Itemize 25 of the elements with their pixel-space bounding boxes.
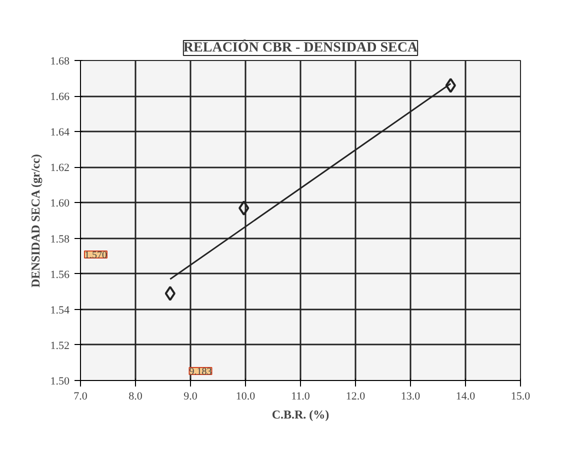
y-axis-title: DENSIDAD SECA (gr/cc) [28, 154, 42, 288]
y-tick-label: 1.64 [50, 126, 70, 139]
y-tick-label: 1.54 [50, 304, 70, 316]
y-tick-label: 1.60 [50, 198, 70, 210]
x-tick-label: 14.0 [456, 390, 476, 402]
x-tick-label: 12.0 [346, 390, 366, 402]
x-axis-title: C.B.R. (%) [272, 408, 330, 422]
x-tick-label: 11.0 [291, 390, 310, 402]
y-tick-label: 1.50 [50, 376, 70, 388]
y-tick-label: 1.62 [50, 162, 70, 174]
y-tick-label: 1.52 [50, 340, 70, 352]
y-tick-label: 1.56 [50, 268, 70, 281]
point [445, 78, 456, 93]
x-tick-label: 8.0 [128, 390, 143, 402]
x-tick-label: 7.0 [74, 390, 88, 402]
y-tick-label: 1.66 [50, 91, 70, 104]
chart-title: RELACIÓN CBR - DENSIDAD SECA [183, 38, 418, 56]
x-tick-label: 15.0 [510, 390, 531, 402]
x-tick-label: 13.0 [400, 390, 421, 402]
y-tick-label: 1.58 [50, 233, 70, 246]
x-tick-label: 9.0 [184, 390, 198, 402]
point [238, 200, 250, 216]
x-tick-label: 10.0 [236, 390, 256, 402]
y-tick-label: 1.68 [50, 56, 70, 68]
point [164, 286, 176, 301]
